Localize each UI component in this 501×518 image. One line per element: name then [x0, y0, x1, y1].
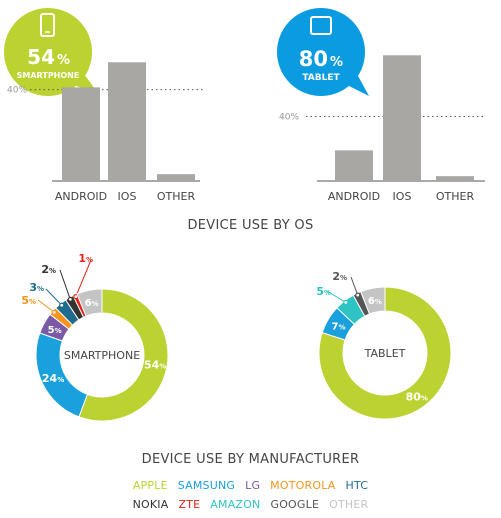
badge-value: 80: [299, 47, 328, 71]
badge-unit: %: [57, 53, 70, 68]
slice-apple: [78, 288, 169, 422]
badge-tail: [345, 74, 369, 96]
tick-label-ios: IOS: [118, 190, 137, 203]
badge-unit: %: [330, 55, 343, 70]
tick-label-android: ANDROID: [55, 190, 107, 203]
legend-item-apple: APPLE: [132, 479, 168, 492]
leader-motorola: [37, 299, 55, 313]
bar-other: [157, 174, 195, 181]
tablet-os-chart: 80 % TABLET 40% ANDROID IOS OTHER: [277, 8, 486, 203]
leader-htc: [45, 288, 63, 306]
slice-label-zte: 1%: [78, 252, 93, 265]
slice-label-other: 6%: [85, 298, 99, 309]
legend-item-motorola: MOTOROLA: [270, 479, 336, 492]
tick-label-other: OTHER: [157, 190, 196, 203]
leader-dot-amazon: [343, 299, 349, 306]
slice-label-unit: %: [55, 327, 62, 335]
legend-item-other: OTHER: [329, 498, 369, 511]
legend-row-1: APPLE SAMSUNG LG MOTOROLA HTC: [0, 479, 501, 492]
donut-center-label: SMARTPHONE: [64, 349, 140, 362]
leader-dot-htc: [59, 302, 65, 308]
tick-label-other: OTHER: [436, 190, 475, 203]
leader-nokia: [59, 269, 71, 300]
tick-label-ios: IOS: [393, 190, 412, 203]
legend-item-htc: HTC: [345, 479, 369, 492]
slice-label-unit: %: [324, 289, 331, 297]
reference-line-label: 40%: [279, 113, 299, 123]
badge-value: 54: [27, 45, 55, 69]
legend-item-zte: ZTE: [178, 498, 201, 511]
tablet-bars: 40% ANDROID IOS OTHER: [279, 55, 486, 203]
slice-label-unit: %: [338, 324, 345, 332]
bar-ios: [108, 62, 146, 182]
smartphone-donut: 54%24%5%5%3%2%1%6%SMARTPHONE: [21, 252, 169, 422]
legend-item-samsung: SAMSUNG: [177, 479, 236, 492]
bar-android: [335, 150, 373, 181]
tablet-manufacturer-chart: 80% 7% 5%2% 6% TABLET: [316, 270, 452, 420]
slice-label-unit: %: [57, 376, 64, 384]
slice-label-htc: 3%: [29, 281, 44, 294]
badge-bubble: [4, 8, 93, 97]
leader-dot-google: [355, 292, 361, 298]
slice-label-unit: %: [92, 300, 99, 308]
smartphone-badge: 54 % SMARTPHONE: [4, 8, 100, 97]
slice-other: [360, 286, 386, 315]
reference-line-label: 40%: [7, 86, 27, 96]
slice-label-unit: %: [159, 363, 166, 371]
bar-other: [436, 176, 474, 181]
slice-label-unit: %: [340, 274, 347, 282]
legend-item-google: GOOGLE: [270, 498, 320, 511]
legend-item-amazon: AMAZON: [210, 498, 261, 511]
smartphone-bars: 40% ANDROID IOS OTHER: [7, 62, 205, 203]
slice-label-unit: %: [49, 267, 56, 275]
slice-label-unit: %: [29, 298, 36, 306]
bar-android: [62, 87, 100, 181]
slice-label-amazon: 5%: [316, 285, 331, 298]
slice-label-samsung: 24%: [42, 372, 64, 385]
leader-dot-nokia: [67, 296, 73, 303]
tick-label-android: ANDROID: [328, 190, 380, 203]
legend-item-lg: LG: [245, 479, 261, 492]
legend-item-nokia: NOKIA: [132, 498, 169, 511]
slice-label-lg: 5%: [48, 325, 62, 336]
slice-label-motorola: 5%: [21, 294, 36, 307]
smartphone-manufacturer-chart: 54%24%5%5%3%2%1%6%SMARTPHONE: [21, 252, 169, 422]
slice-label-nokia: 2%: [41, 263, 56, 276]
badge-bubble: [277, 8, 366, 96]
leader-amazon: [326, 290, 347, 303]
leader-zte: [75, 259, 92, 297]
tablet-icon: [310, 16, 332, 35]
manufacturer-section-title: DEVICE USE BY MANUFACTURER: [141, 452, 360, 467]
os-section-title: DEVICE USE BY OS: [187, 218, 314, 233]
slice-label-samsung: 7%: [332, 322, 346, 333]
tablet-donut: 80% 7% 5%2% 6% TABLET: [316, 270, 452, 420]
tablet-badge: 80 % TABLET: [277, 8, 369, 96]
smartphone-os-chart: 54 % SMARTPHONE 40% ANDROID IOS OTHER: [4, 8, 205, 203]
smartphone-icon: [40, 13, 55, 37]
slice-label-apple: 54%: [144, 359, 166, 372]
donut-center-label: TABLET: [364, 347, 406, 360]
leader-google: [350, 276, 359, 296]
slice-label-unit: %: [37, 285, 44, 293]
slice-other: [76, 288, 103, 317]
badge-label: TABLET: [302, 73, 340, 83]
slice-label-unit: %: [375, 298, 382, 306]
bar-ios: [383, 55, 421, 182]
badge-label: SMARTPHONE: [17, 71, 80, 80]
slice-label-google: 2%: [332, 270, 347, 283]
leader-dot-motorola: [51, 309, 57, 315]
slice-label-unit: %: [86, 256, 93, 264]
slice-apple: [318, 286, 452, 420]
slice-label-unit: %: [421, 395, 428, 403]
slice-label-other: 6%: [368, 296, 382, 307]
slice-label-apple: 80%: [406, 391, 428, 404]
legend-row-2: NOKIA ZTE AMAZON GOOGLE OTHER: [0, 498, 501, 511]
